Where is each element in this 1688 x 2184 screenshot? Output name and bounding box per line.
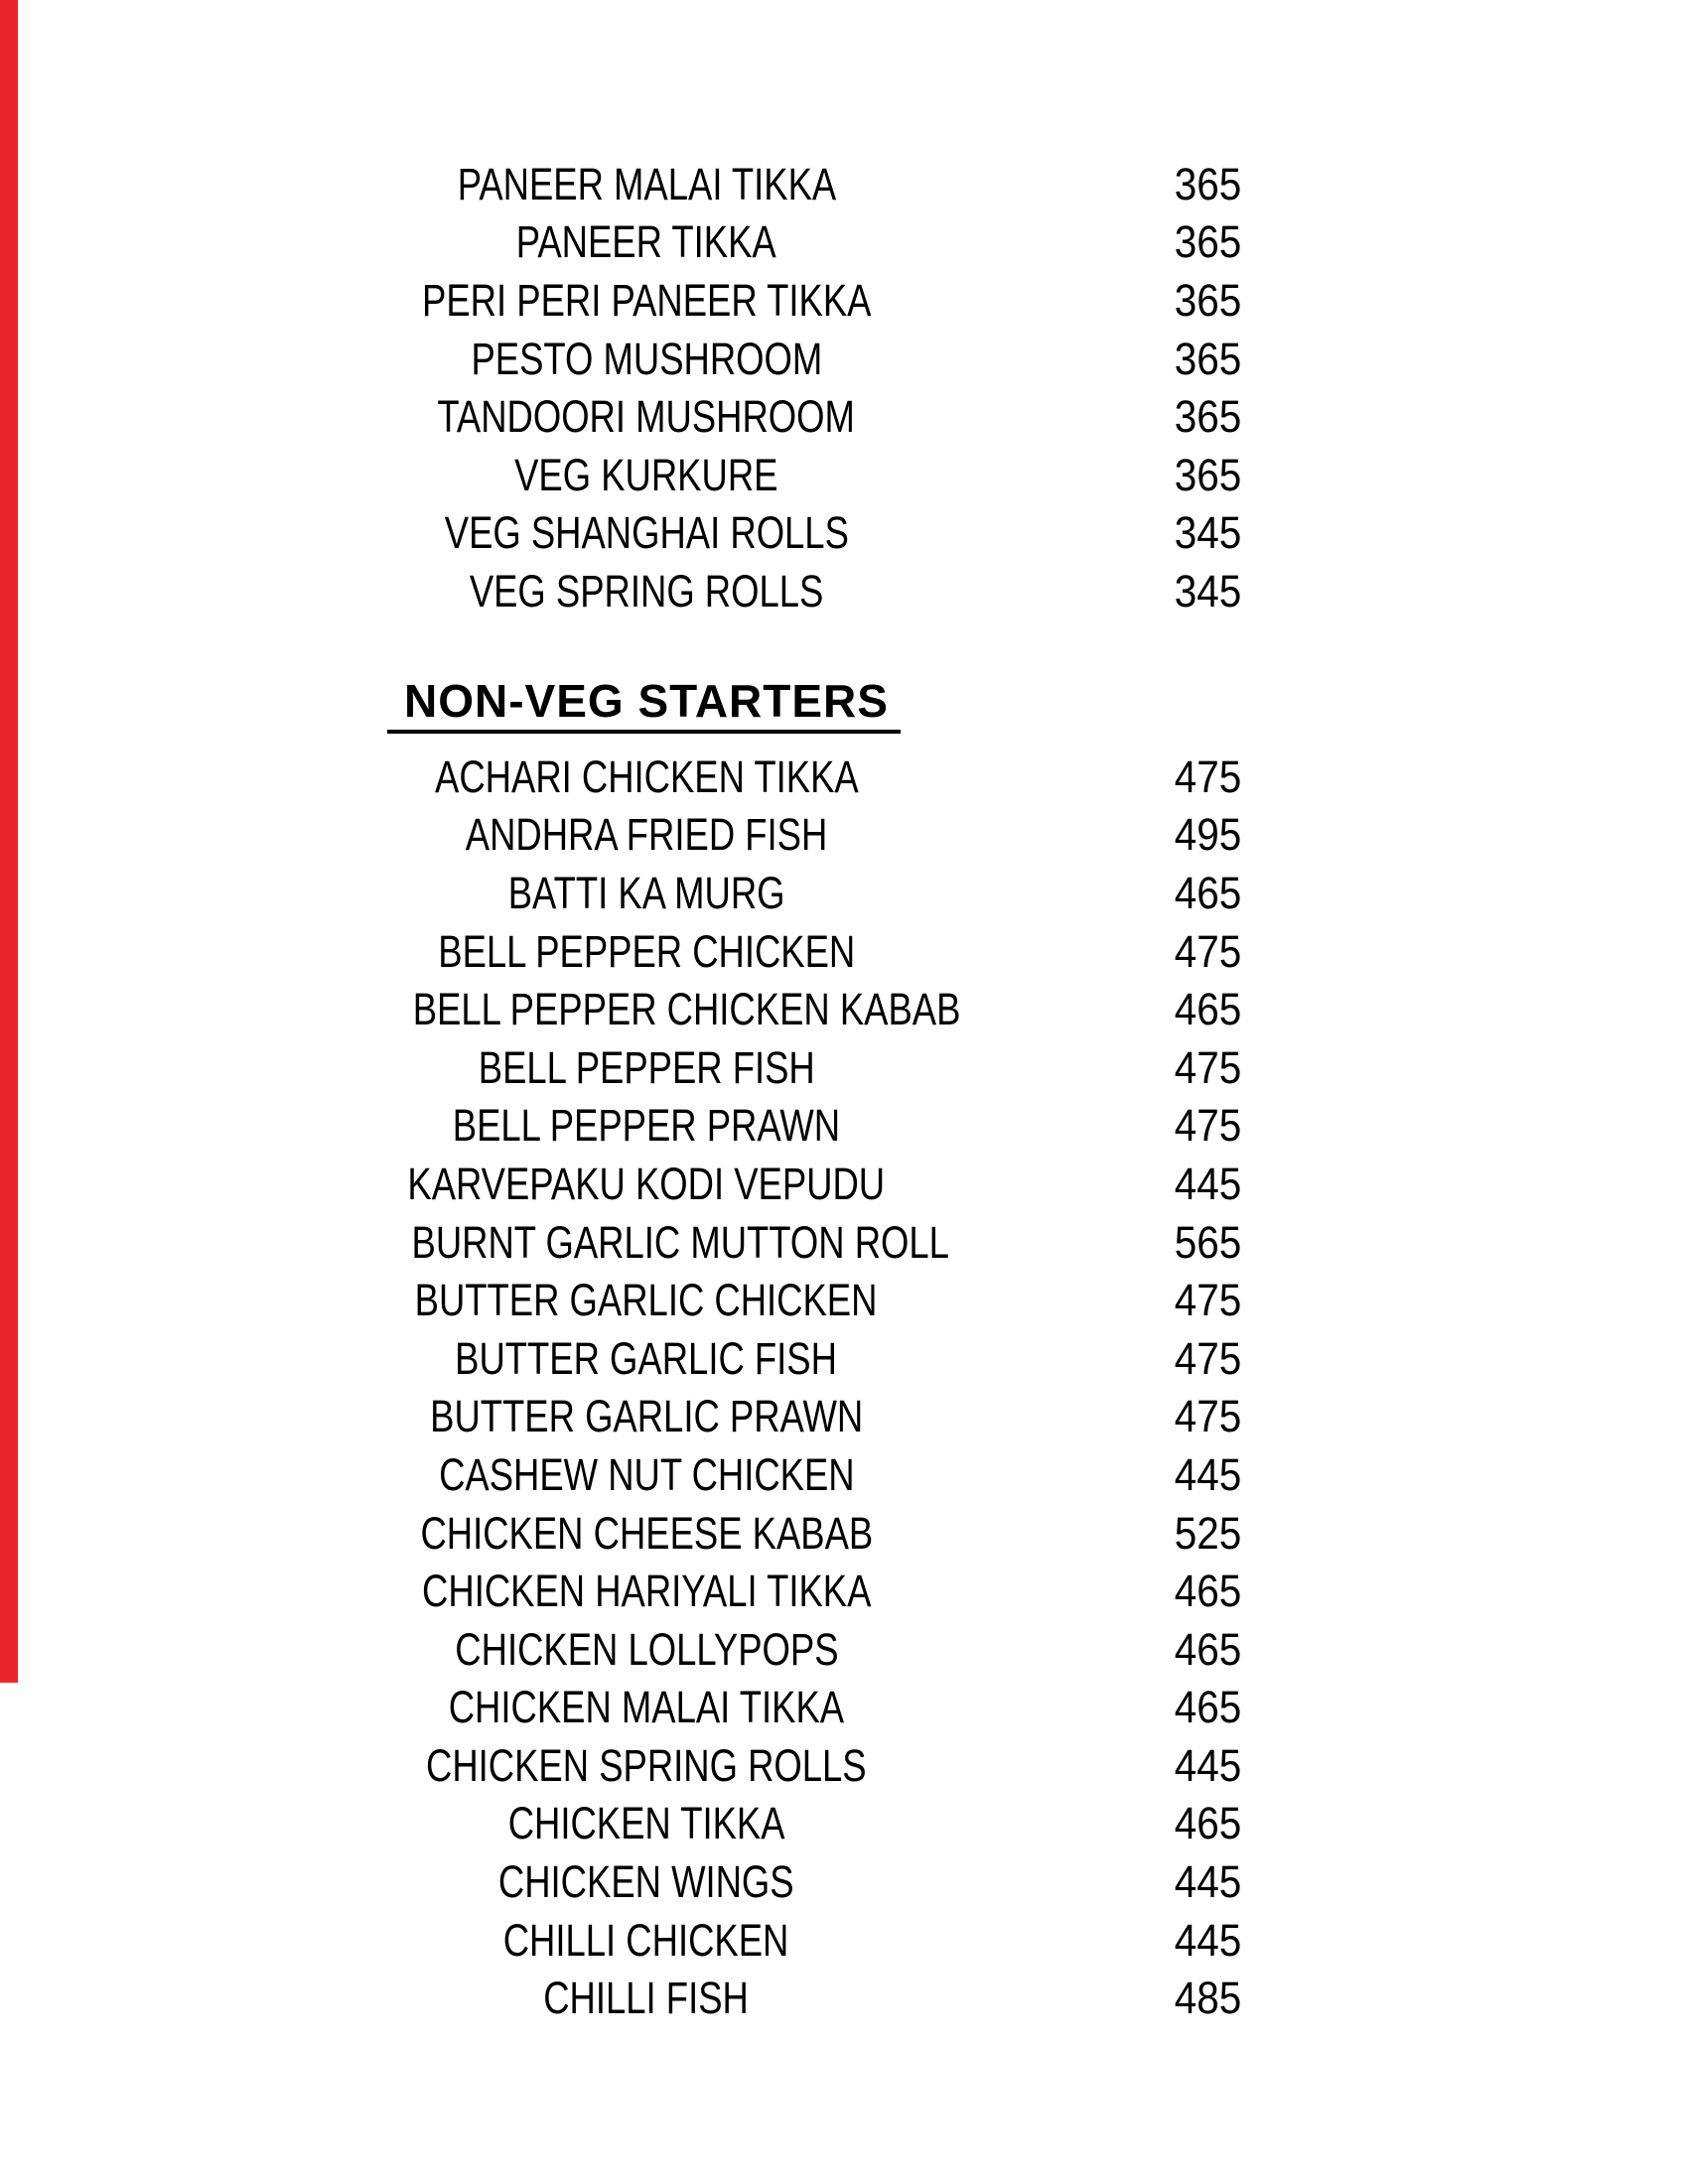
menu-item-row: BURNT GARLIC MUTTON ROLL 565 (0, 1213, 1688, 1272)
item-name: BUTTER GARLIC CHICKEN (415, 1275, 878, 1326)
menu-item-row: CHICKEN HARIYALI TIKKA 465 (0, 1562, 1688, 1620)
item-price: 565 (1175, 1216, 1242, 1268)
item-price: 365 (1175, 333, 1242, 384)
menu-item-row: BELL PEPPER CHICKEN KABAB 465 (0, 980, 1688, 1038)
menu-item-row: CHICKEN TIKKA 465 (0, 1795, 1688, 1853)
item-name: BUTTER GARLIC PRAWN (429, 1391, 864, 1442)
item-price: 465 (1175, 1566, 1242, 1617)
menu-item-row: BUTTER GARLIC FISH 475 (0, 1329, 1688, 1388)
item-price: 495 (1175, 809, 1242, 861)
menu-item-row: VEG SPRING ROLLS 345 (0, 562, 1688, 620)
item-price: 365 (1175, 449, 1242, 500)
item-name: BUTTER GARLIC FISH (455, 1332, 838, 1384)
menu-item-row: CHILLI CHICKEN 445 (0, 1911, 1688, 1970)
item-name: CHILLI FISH (543, 1973, 750, 2024)
menu-item-row: CHICKEN CHEESE KABAB 525 (0, 1504, 1688, 1563)
menu-item-row: BUTTER GARLIC PRAWN 475 (0, 1388, 1688, 1446)
menu-item-row: BUTTER GARLIC CHICKEN 475 (0, 1271, 1688, 1329)
item-price: 445 (1175, 1448, 1242, 1500)
section-header-non-veg-starters: NON-VEG STARTERS (387, 677, 901, 734)
menu-item-row: CHICKEN LOLLYPOPS 465 (0, 1620, 1688, 1679)
item-name: BURNT GARLIC MUTTON ROLL (411, 1216, 949, 1268)
item-price: 475 (1175, 1041, 1242, 1093)
item-name: BELL PEPPER FISH (478, 1041, 815, 1093)
menu-item-row: CHICKEN MALAI TIKKA 465 (0, 1679, 1688, 1737)
menu-item-row: VEG KURKURE 365 (0, 446, 1688, 504)
item-name: BELL PEPPER CHICKEN KABAB (412, 984, 961, 1035)
item-price: 475 (1175, 1275, 1242, 1326)
veg-starters-list: PANEER MALAI TIKKA 365 PANEER TIKKA 365 … (0, 155, 1688, 620)
item-name: CASHEW NUT CHICKEN (438, 1448, 855, 1500)
menu-item-row: VEG SHANGHAI ROLLS 345 (0, 504, 1688, 563)
item-price: 475 (1175, 925, 1242, 977)
item-price: 485 (1175, 1973, 1242, 2024)
item-price: 475 (1175, 1100, 1242, 1152)
item-name: CHICKEN WINGS (498, 1856, 794, 1908)
item-price: 365 (1175, 158, 1242, 209)
menu-item-row: CASHEW NUT CHICKEN 445 (0, 1445, 1688, 1504)
item-price: 465 (1175, 1623, 1242, 1675)
item-price: 465 (1175, 1682, 1242, 1733)
item-name: CHICKEN LOLLYPOPS (454, 1623, 839, 1675)
item-name: CHICKEN TIKKA (507, 1798, 785, 1849)
item-name: PANEER TIKKA (516, 216, 776, 268)
item-name: BATTI KA MURG (507, 867, 785, 918)
item-price: 445 (1175, 1856, 1242, 1908)
item-price: 475 (1175, 1391, 1242, 1442)
item-name: KARVEPAKU KODI VEPUDU (407, 1158, 886, 1209)
item-price: 525 (1175, 1507, 1242, 1559)
item-price: 345 (1175, 565, 1242, 616)
item-name: TANDOORI MUSHROOM (437, 391, 856, 443)
item-name: VEG SHANGHAI ROLLS (444, 507, 849, 559)
left-edge-red-stripe (0, 0, 18, 1683)
item-name: BELL PEPPER CHICKEN (437, 925, 855, 977)
menu-item-row: PESTO MUSHROOM 365 (0, 330, 1688, 388)
non-veg-starters-list: ACHARI CHICKEN TIKKA 475 ANDHRA FRIED FI… (0, 748, 1688, 2027)
item-price: 365 (1175, 216, 1242, 268)
item-name: CHILLI CHICKEN (503, 1914, 789, 1966)
menu-item-row: BELL PEPPER FISH 475 (0, 1038, 1688, 1097)
menu-item-row: ANDHRA FRIED FISH 495 (0, 806, 1688, 865)
item-name: BELL PEPPER PRAWN (452, 1100, 841, 1152)
menu-item-row: PERI PERI PANEER TIKKA 365 (0, 271, 1688, 330)
menu-item-row: ACHARI CHICKEN TIKKA 475 (0, 748, 1688, 806)
item-price: 445 (1175, 1914, 1242, 1966)
menu-item-row: PANEER MALAI TIKKA 365 (0, 155, 1688, 213)
item-name: PERI PERI PANEER TIKKA (421, 274, 872, 326)
item-price: 345 (1175, 507, 1242, 559)
item-name: CHICKEN SPRING ROLLS (426, 1739, 867, 1791)
menu-item-row: TANDOORI MUSHROOM 365 (0, 387, 1688, 446)
item-name: CHICKEN CHEESE KABAB (420, 1507, 873, 1559)
item-price: 365 (1175, 274, 1242, 326)
item-price: 465 (1175, 984, 1242, 1035)
item-price: 475 (1175, 751, 1242, 802)
menu-item-row: BATTI KA MURG 465 (0, 864, 1688, 922)
item-name: CHICKEN MALAI TIKKA (448, 1682, 845, 1733)
item-name: VEG KURKURE (514, 449, 778, 500)
section-header-label: NON-VEG STARTERS (404, 675, 889, 727)
menu-item-row: BELL PEPPER PRAWN 475 (0, 1097, 1688, 1156)
item-price: 475 (1175, 1332, 1242, 1384)
item-name: PANEER MALAI TIKKA (457, 158, 836, 209)
menu-item-row: PANEER TIKKA 365 (0, 213, 1688, 272)
menu-item-row: KARVEPAKU KODI VEPUDU 445 (0, 1155, 1688, 1213)
item-price: 365 (1175, 391, 1242, 443)
menu-item-row: CHICKEN WINGS 445 (0, 1852, 1688, 1911)
item-price: 445 (1175, 1158, 1242, 1209)
item-price: 465 (1175, 867, 1242, 918)
item-name: CHICKEN HARIYALI TIKKA (421, 1566, 872, 1617)
item-name: PESTO MUSHROOM (471, 333, 822, 384)
item-name: ACHARI CHICKEN TIKKA (434, 751, 859, 802)
menu-item-row: BELL PEPPER CHICKEN 475 (0, 922, 1688, 981)
item-name: ANDHRA FRIED FISH (465, 809, 828, 861)
item-price: 465 (1175, 1798, 1242, 1849)
item-name: VEG SPRING ROLLS (469, 565, 824, 616)
menu-item-row: CHILLI FISH 485 (0, 1969, 1688, 2027)
menu-item-row: CHICKEN SPRING ROLLS 445 (0, 1736, 1688, 1795)
item-price: 445 (1175, 1739, 1242, 1791)
